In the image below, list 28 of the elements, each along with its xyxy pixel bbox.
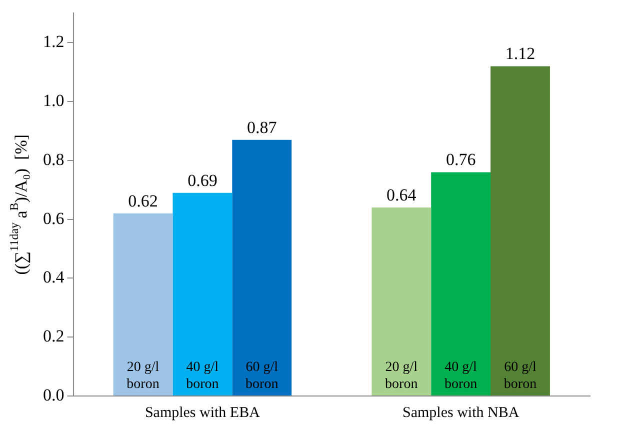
y-tick-label: 0.4 — [43, 268, 65, 287]
data-label: 0.69 — [188, 170, 218, 190]
y-tick-label: 0.6 — [43, 208, 64, 228]
data-label: 0.76 — [446, 150, 476, 170]
y-tick-label: 1.0 — [43, 91, 64, 110]
bar — [372, 208, 432, 396]
y-tick-label: 0.8 — [43, 150, 64, 169]
series-label: 20 g/l boron — [126, 360, 160, 392]
series-label: 40 g/l boron — [186, 360, 219, 392]
x-tick-label: Samples with EBA — [144, 404, 260, 421]
y-tick-label: 1.2 — [43, 32, 64, 52]
y-tick-label: 0.2 — [43, 326, 64, 346]
series-label: 60 g/l boron — [246, 360, 278, 392]
x-tick-label: Samples with NBA — [402, 404, 520, 421]
y-axis-title: ((∑11day aB)/A₀) [%] — [7, 134, 30, 275]
text: 20 g/l boron — [385, 360, 418, 392]
bar — [172, 192, 232, 396]
data-label: 0.87 — [246, 118, 278, 137]
bar — [113, 213, 173, 396]
data-label: 0.64 — [386, 186, 417, 205]
bar — [431, 172, 491, 396]
text: 60 g/l boron — [504, 360, 537, 392]
bar — [232, 140, 292, 396]
bar — [490, 66, 550, 396]
data-label: 0.62 — [128, 191, 158, 210]
text: 40 g/l boron — [444, 360, 478, 392]
y-tick-label: 0.0 — [43, 385, 64, 404]
data-label: 1.12 — [505, 44, 536, 64]
